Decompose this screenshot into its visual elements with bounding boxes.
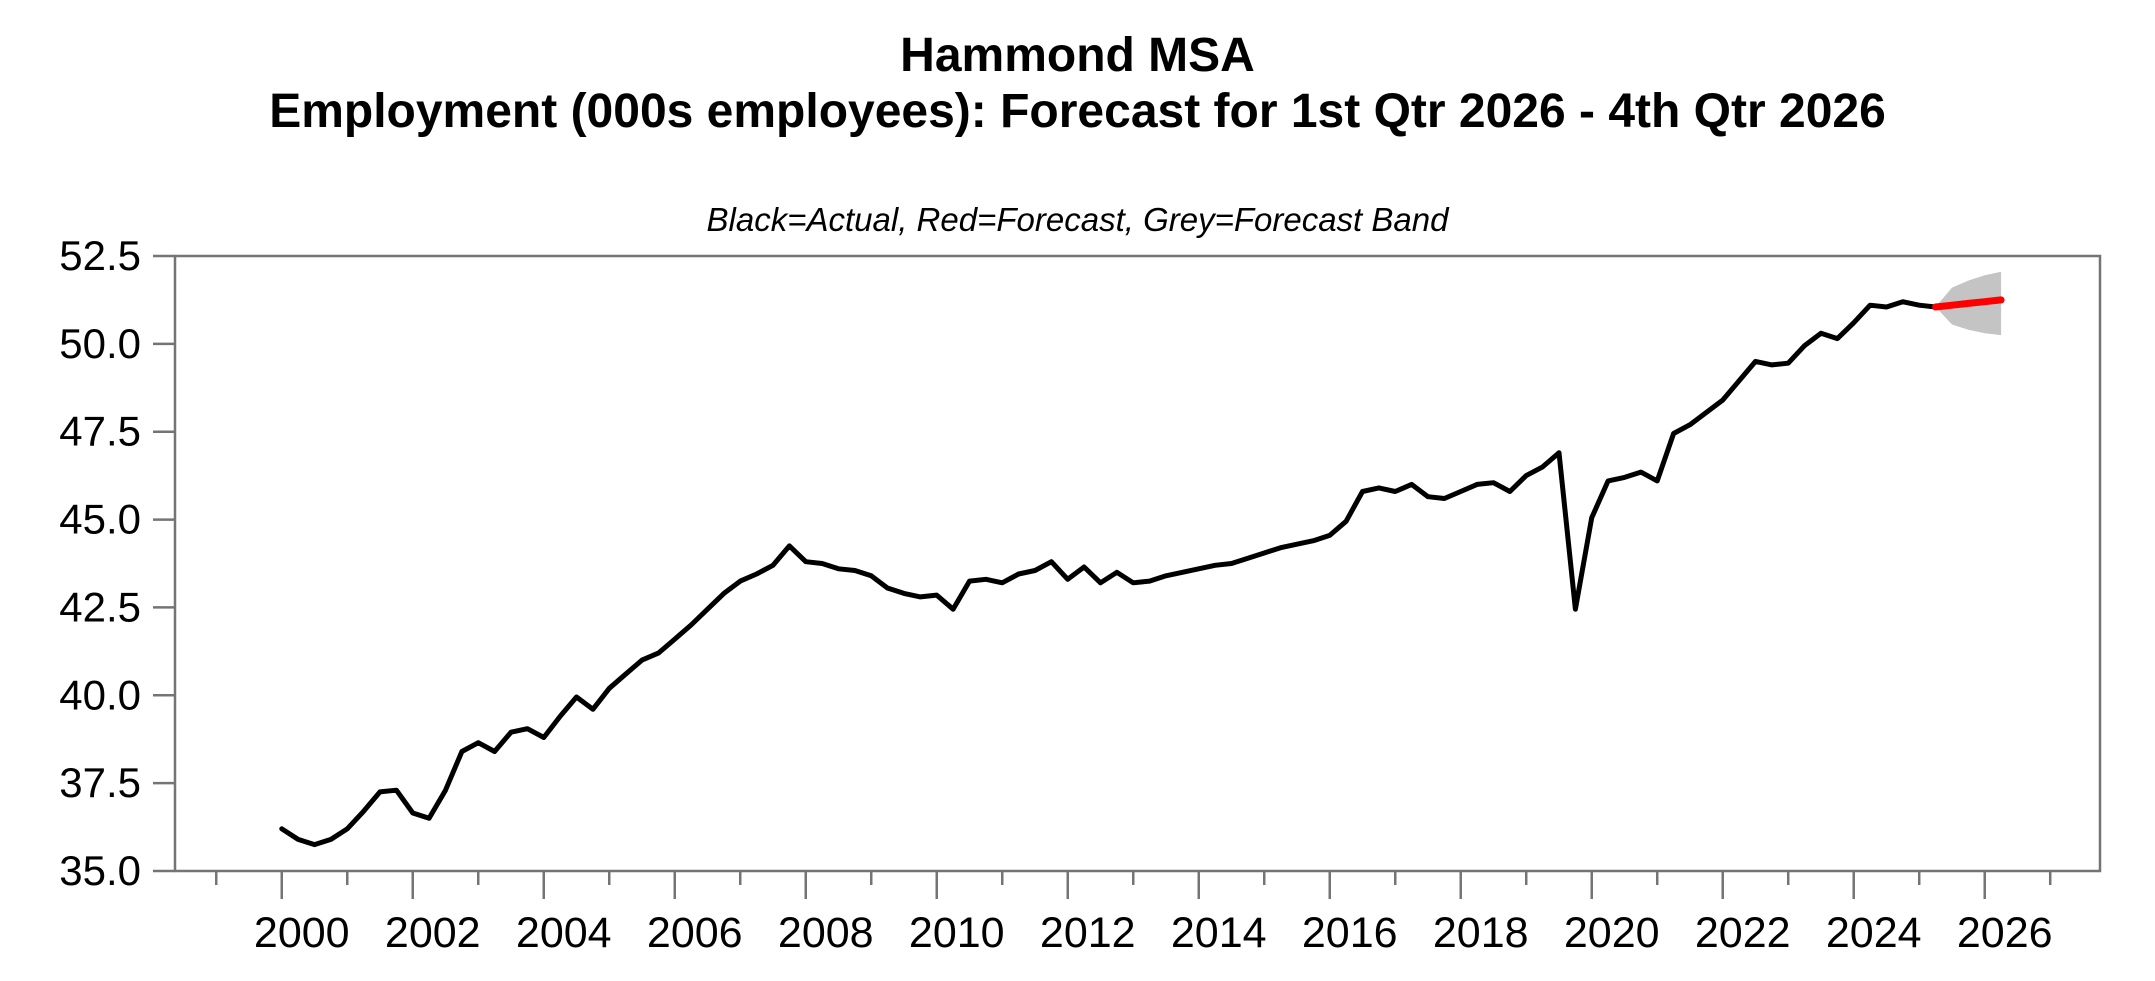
x-tick-label: 2010 (909, 909, 1005, 957)
y-tick-label: 45.0 (59, 496, 141, 543)
x-tick-label: 2024 (1826, 909, 1922, 957)
x-tick-label: 2012 (1040, 909, 1136, 957)
plot-border (173, 254, 2102, 873)
chart-title-line1: Hammond MSA (900, 29, 1255, 82)
y-tick-label: 37.5 (59, 759, 141, 806)
y-tick-label: 42.5 (59, 583, 141, 630)
x-tick-label: 2016 (1302, 909, 1398, 957)
y-tick-label: 50.0 (59, 320, 141, 367)
x-tick-label: 2022 (1695, 909, 1791, 957)
x-tick-label: 2006 (647, 909, 743, 957)
y-tick-label: 40.0 (59, 671, 141, 718)
y-tick-label: 47.5 (59, 408, 141, 455)
chart-legend-note: Black=Actual, Red=Forecast, Grey=Forecas… (706, 201, 1449, 238)
x-tick-label: 2018 (1433, 909, 1529, 957)
y-tick-label: 52.5 (59, 232, 141, 279)
x-tick-label: 2004 (516, 909, 612, 957)
actual-line (279, 299, 1939, 848)
x-tick-label: 2020 (1564, 909, 1660, 957)
chart-title-line2: Employment (000s employees): Forecast fo… (269, 85, 1886, 138)
x-tick-label: 2014 (1171, 909, 1267, 957)
forecast-line (1932, 296, 2005, 311)
x-tick-label: 2002 (385, 909, 481, 957)
x-tick-label: 2008 (778, 909, 874, 957)
x-tick-label: 2000 (254, 909, 350, 957)
y-tick-label: 35.0 (59, 847, 141, 894)
x-tick-label: 2026 (1957, 909, 2053, 957)
